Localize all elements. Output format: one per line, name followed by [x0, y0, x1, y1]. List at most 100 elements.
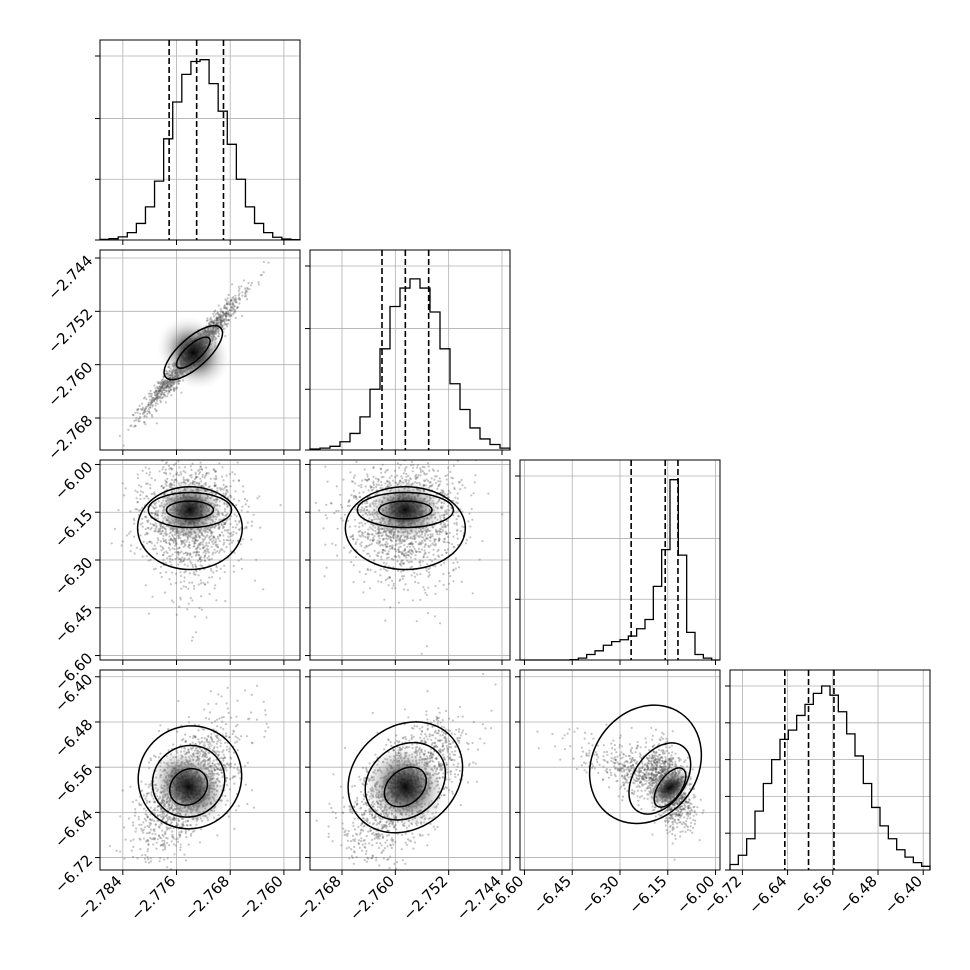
scatter-point	[457, 481, 461, 484]
scatter-point	[371, 538, 374, 541]
scatter-point	[467, 520, 470, 523]
scatter-point	[169, 384, 172, 387]
scatter-point	[224, 307, 227, 310]
scatter-point	[147, 521, 150, 524]
scatter-point	[424, 543, 427, 546]
scatter-point	[232, 530, 235, 534]
scatter-point	[152, 568, 156, 571]
scatter-point	[208, 538, 211, 542]
scatter-point	[384, 619, 387, 622]
scatter-point	[180, 539, 183, 543]
scatter-point	[170, 384, 173, 387]
scatter-point	[162, 382, 165, 385]
scatter-point	[366, 479, 369, 482]
scatter-point	[221, 325, 224, 328]
scatter-point	[230, 305, 233, 308]
scatter-point	[425, 569, 428, 572]
scatter-point	[201, 468, 204, 471]
scatter-point	[171, 538, 174, 542]
scatter-point	[400, 570, 403, 573]
scatter-point	[225, 312, 228, 315]
scatter-point	[153, 398, 156, 401]
scatter-point	[314, 501, 317, 505]
scatter-point	[238, 499, 241, 502]
scatter-point	[367, 489, 370, 492]
scatter-point	[156, 387, 159, 390]
scatter-point	[163, 591, 167, 594]
scatter-point	[217, 313, 220, 316]
scatter-point	[216, 319, 219, 322]
scatter-point	[224, 510, 227, 513]
scatter-point	[161, 385, 164, 388]
scatter-point	[382, 544, 385, 547]
scatter-point	[389, 606, 392, 609]
scatter-point	[335, 485, 338, 488]
scatter-point	[370, 542, 373, 546]
scatter-point	[225, 474, 228, 477]
scatter-point	[414, 554, 417, 557]
scatter-point	[244, 292, 247, 296]
scatter-point	[350, 494, 353, 497]
scatter-point	[174, 572, 178, 575]
scatter-point	[174, 582, 177, 585]
scatter-point	[215, 317, 219, 320]
scatter-point	[435, 530, 438, 533]
scatter-point	[196, 452, 198, 454]
scatter-point	[365, 545, 368, 548]
scatter-point	[161, 383, 164, 386]
scatter-point	[375, 485, 378, 488]
scatter-point	[202, 539, 205, 542]
scatter-point	[423, 480, 426, 483]
contour-line	[165, 500, 215, 520]
scatter-point	[429, 536, 432, 539]
scatter-point	[242, 279, 246, 282]
scatter-point	[423, 479, 426, 482]
scatter-point	[193, 542, 196, 545]
scatter-point	[381, 550, 384, 554]
scatter-point	[219, 315, 222, 318]
scatter-point	[452, 535, 455, 538]
scatter-point	[424, 551, 427, 554]
scatter-point	[393, 476, 397, 479]
scatter-point	[238, 528, 241, 531]
scatter-point	[153, 491, 156, 494]
scatter-point	[151, 547, 154, 550]
scatter-point	[409, 464, 413, 467]
scatter-point	[420, 652, 423, 655]
scatter-point	[135, 416, 138, 419]
scatter-point	[397, 548, 400, 551]
scatter-point	[364, 572, 367, 576]
scatter-point	[155, 396, 158, 399]
scatter-point	[149, 540, 152, 543]
scatter-point	[232, 570, 235, 573]
scatter-point	[451, 477, 455, 480]
scatter-point	[419, 474, 422, 477]
scatter-point	[180, 550, 183, 553]
scatter-point	[399, 560, 403, 563]
scatter-point	[414, 557, 417, 560]
scatter-point	[164, 395, 167, 398]
scatter-point	[388, 476, 391, 479]
scatter-point	[220, 320, 223, 323]
scatter-point	[232, 498, 235, 501]
scatter-point	[125, 534, 128, 537]
scatter-point	[197, 546, 200, 549]
scatter-point	[149, 522, 152, 525]
scatter-point	[445, 532, 449, 535]
scatter-point	[223, 323, 226, 326]
scatter-point	[386, 468, 389, 471]
panels-layer: −2.784 −2.776 −2.768 −2.760 −2.768 −2.760 −2.7…	[44, 39, 931, 924]
scatter-point	[156, 537, 159, 540]
scatter-point	[221, 475, 224, 478]
scatter-point	[448, 541, 451, 545]
scatter-point	[162, 537, 165, 540]
scatter-point	[212, 321, 215, 324]
scatter-point	[351, 535, 354, 538]
scatter-point	[220, 309, 223, 312]
scatter-point	[445, 532, 448, 535]
scatter-point	[404, 554, 407, 558]
scatter-point	[474, 474, 477, 477]
scatter-point	[398, 466, 401, 469]
scatter-point	[362, 549, 365, 552]
scatter-point	[181, 541, 184, 544]
